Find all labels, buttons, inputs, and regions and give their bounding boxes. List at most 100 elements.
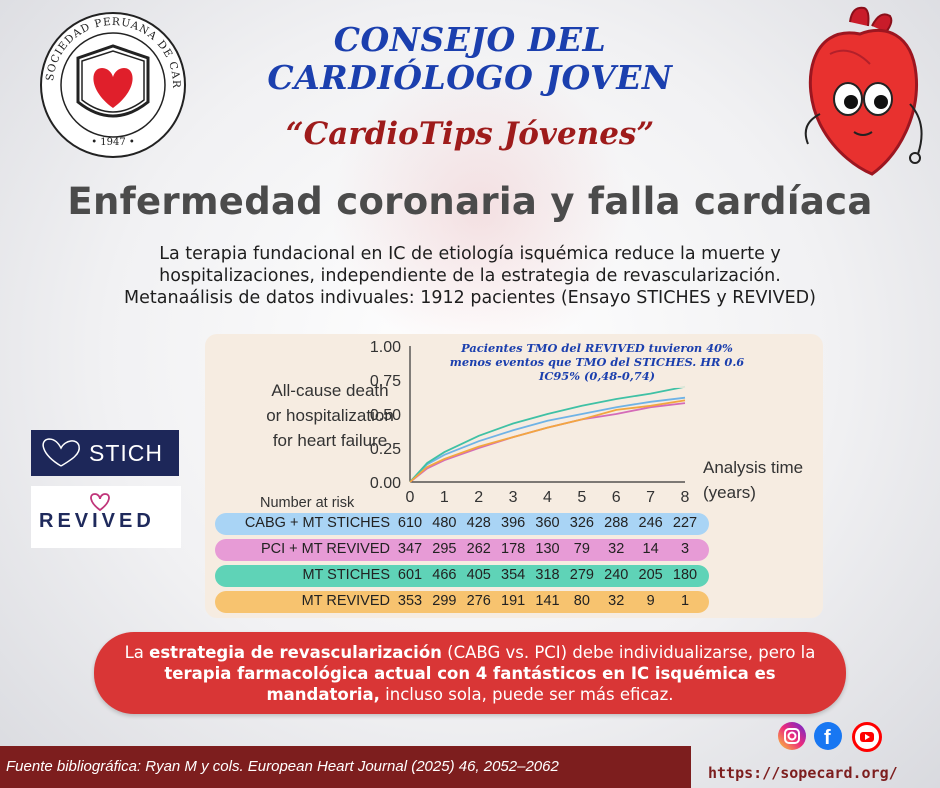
y-axis-label: All-cause death or hospitalization for hea… [266,381,394,450]
intro-text: La terapia fundacional en IC de etiologí… [40,243,900,309]
y-label-line: for heart failure [273,431,387,450]
risk-cell: 288 [604,515,629,531]
sopecard-seal-logo: SOCIEDAD PERUANA DE CARDIOLOGIA • 1947 • [38,10,186,158]
footer-source-bar: Fuente bibliográfica: Ryan M y cols. Eur… [0,746,691,788]
risk-cell: 354 [501,567,526,583]
series-line [409,399,686,483]
instagram-icon[interactable] [778,722,806,750]
annotation-line: IC95% (0,48-0,74) [538,369,655,383]
annotation-bg [427,338,767,388]
risk-row: CABG + MT STICHES 610 480 428 396 360 326 288 24… [215,513,709,535]
risk-cell: 480 [432,515,457,531]
risk-cell: 180 [672,567,698,583]
stich-heart-icon [42,438,80,467]
risk-cell: 326 [569,515,594,531]
risk-cell: 1 [680,593,690,609]
x-tick-label: 6 [612,489,621,506]
revived-heart-icon [90,493,110,512]
title-line-1: CONSEJO DEL [333,20,607,59]
risk-cell: 191 [501,593,526,609]
risk-row: MT REVIVED 353 299 276 191 141 80 32 9 1 [215,591,709,613]
main-heading: Enfermedad coronaria y falla cardíaca [67,180,873,223]
x-label-line: Analysis time [703,458,803,477]
risk-cell: 610 [397,515,423,531]
risk-cell: 405 [466,567,491,583]
risk-row-label: MT REVIVED [301,593,390,609]
x-label-line: (years) [703,483,756,502]
callout-text-3: incluso sola, puede ser más eficaz. [379,685,674,704]
risk-cell: 318 [535,567,560,583]
website-link[interactable]: https://sopecard.org/ [708,764,898,782]
annotation-line: menos eventos que TMO del STICHES. HR 0.… [450,355,745,369]
intro-line-1: La terapia fundacional en IC de etiologí… [159,244,781,264]
x-axis-ticks: 0 1 2 3 4 5 6 7 8 [406,489,690,506]
risk-cell: 9 [646,593,655,609]
callout-bold-1: estrategia de revascularización [149,643,442,662]
km-chart: All-cause death or hospitalization for hea… [266,338,803,506]
risk-cell: 246 [638,515,663,531]
callout-text-1: La [124,643,150,662]
y-tick-label: 0.00 [370,475,401,492]
risk-cell: 353 [397,593,423,609]
background-blur [330,60,630,360]
intro-line-3: Metanaálisis de datos indivuales: 1912 p… [124,288,816,308]
risk-cell: 466 [432,567,457,583]
risk-cell: 79 [573,541,590,557]
series-line [409,402,686,483]
series-line [409,396,686,483]
source-citation: Fuente bibliográfica: Ryan M y cols. Eur… [6,758,559,775]
youtube-icon[interactable] [852,722,882,752]
stich-logo-text: STICH [89,440,163,466]
risk-cell: 14 [642,541,659,557]
chart-series [409,385,686,483]
heart-mascot-icon [804,6,923,176]
risk-cell: 601 [397,567,423,583]
revived-trial-logo: REVIVED [31,486,181,548]
x-axis-label: Analysis time (years) [703,458,803,502]
y-tick-label: 0.25 [370,441,401,458]
x-tick-label: 2 [474,489,483,506]
risk-cell: 227 [672,515,698,531]
risk-cell: 396 [501,515,526,531]
callout-bold-2: terapia farmacológica actual con 4 fantá… [164,664,776,704]
risk-row-label: CABG + MT STICHES [244,515,390,531]
chart-annotation: Pacientes TMO del REVIVED tuvieron 40%me… [450,341,745,383]
facebook-icon[interactable]: f [814,722,842,750]
x-tick-label: 0 [406,489,415,506]
subtitle: “CardioTips Jóvenes” [285,116,655,152]
risk-cell: 240 [604,567,629,583]
y-axis-ticks: 1.00 0.75 0.50 0.25 0.00 [370,339,401,492]
risk-cell: 299 [432,593,457,609]
annotation-line: Pacientes TMO del REVIVED tuvieron 40% [460,341,733,355]
x-tick-label: 3 [509,489,518,506]
risk-cell: 178 [501,541,526,557]
risk-cell: 32 [608,593,625,609]
risk-cell: 3 [680,541,690,557]
risk-row-label: MT STICHES [302,567,390,583]
x-tick-label: 7 [646,489,655,506]
risk-cell: 141 [535,593,560,609]
risk-cell: 295 [432,541,457,557]
risk-cell: 80 [573,593,590,609]
series-line [409,385,686,483]
x-tick-label: 8 [681,489,690,506]
risk-row-label: PCI + MT REVIVED [260,541,390,557]
x-tick-label: 5 [577,489,586,506]
number-at-risk-label: Number at risk [260,495,355,511]
risk-cell: 205 [638,567,663,583]
intro-line-2: hospitalizaciones, independiente de la e… [159,266,781,286]
svg-text:f: f [824,727,831,749]
risk-row: PCI + MT REVIVED 347 295 262 178 130 79 32 14 3 [215,539,709,561]
risk-cell: 262 [466,541,491,557]
revived-logo-text: REVIVED [39,510,155,532]
y-label-line: All-cause death [271,381,388,400]
callout-text-2: (CABG vs. PCI) debe individualizarse, pe… [441,643,816,662]
y-label-line: or hospitalization [266,406,394,425]
risk-cell: 130 [535,541,560,557]
risk-cell: 276 [466,593,491,609]
y-tick-label: 1.00 [370,339,401,356]
x-tick-label: 4 [543,489,552,506]
risk-cell: 360 [535,515,560,531]
title-line-2: CARDIÓLOGO JOVEN [267,58,673,97]
key-message-callout: La estrategia de revascularización (CABG… [94,632,846,714]
